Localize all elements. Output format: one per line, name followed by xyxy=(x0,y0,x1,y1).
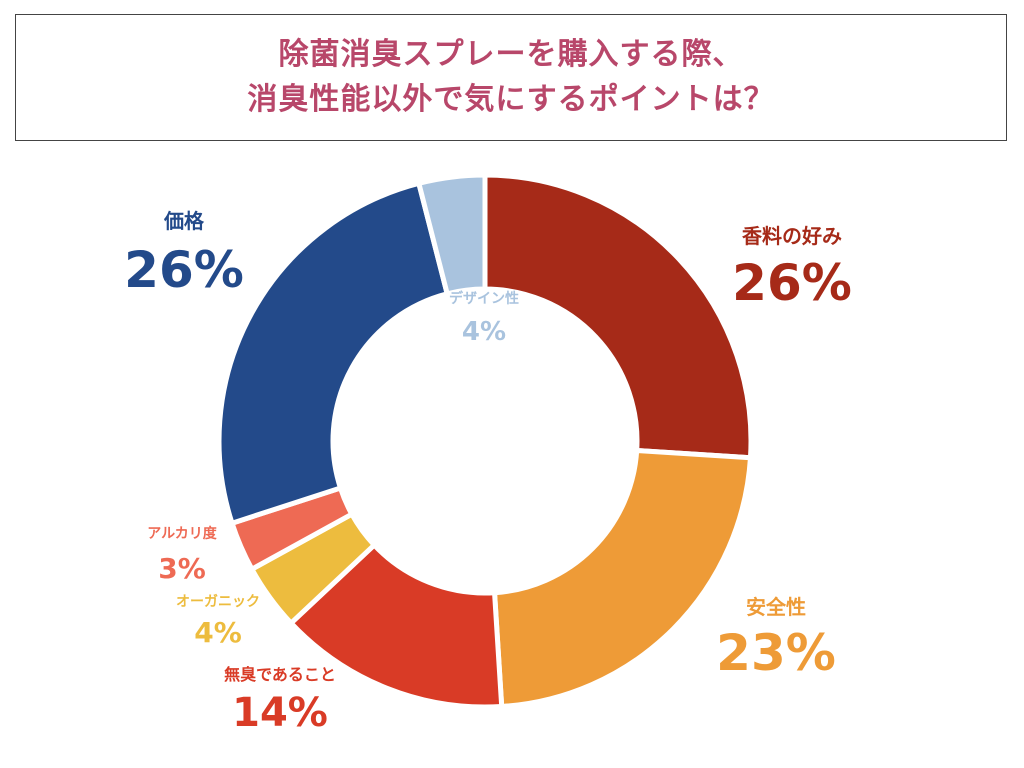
slice-percent-label: 4% xyxy=(462,317,506,347)
slice-percent-label: 23% xyxy=(716,624,836,682)
slice-label: 価格 xyxy=(163,209,205,233)
slice-percent-label: 26% xyxy=(732,254,852,312)
donut-slice xyxy=(492,448,753,709)
slice-label: 安全性 xyxy=(746,595,806,619)
slice-percent-label: 4% xyxy=(194,616,242,649)
slice-label: オーガニック xyxy=(176,594,260,610)
slice-percent-label: 26% xyxy=(124,241,244,299)
donut-slice xyxy=(416,172,488,297)
slice-percent-label: 14% xyxy=(232,690,328,736)
slice-percent-label: 3% xyxy=(158,552,206,585)
slice-label: デザイン性 xyxy=(449,290,519,307)
slice-label: アルカリ度 xyxy=(147,525,217,542)
slice-label: 香料の好み xyxy=(742,224,842,248)
donut-slice xyxy=(482,172,754,461)
chart-title-line-2: 消臭性能以外で気にするポイントは？ xyxy=(247,81,775,117)
donut-slice xyxy=(216,180,450,526)
slice-label: 無臭であること xyxy=(224,665,336,684)
chart-title-box: 除菌消臭スプレーを購入する際、 消臭性能以外で気にするポイントは？ xyxy=(15,14,1007,141)
chart-title-line-1: 除菌消臭スプレーを購入する際、 xyxy=(278,37,744,72)
